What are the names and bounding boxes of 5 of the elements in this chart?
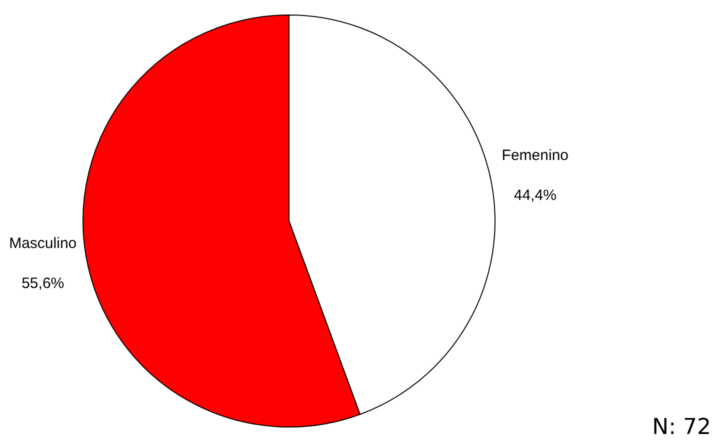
slice-label: Masculino: [9, 234, 77, 252]
text: N: 72: [652, 415, 711, 440]
data-label: 44,4%: [514, 187, 556, 204]
slice-label: Femenino: [502, 147, 568, 164]
data-label: 55,6%: [22, 274, 64, 292]
